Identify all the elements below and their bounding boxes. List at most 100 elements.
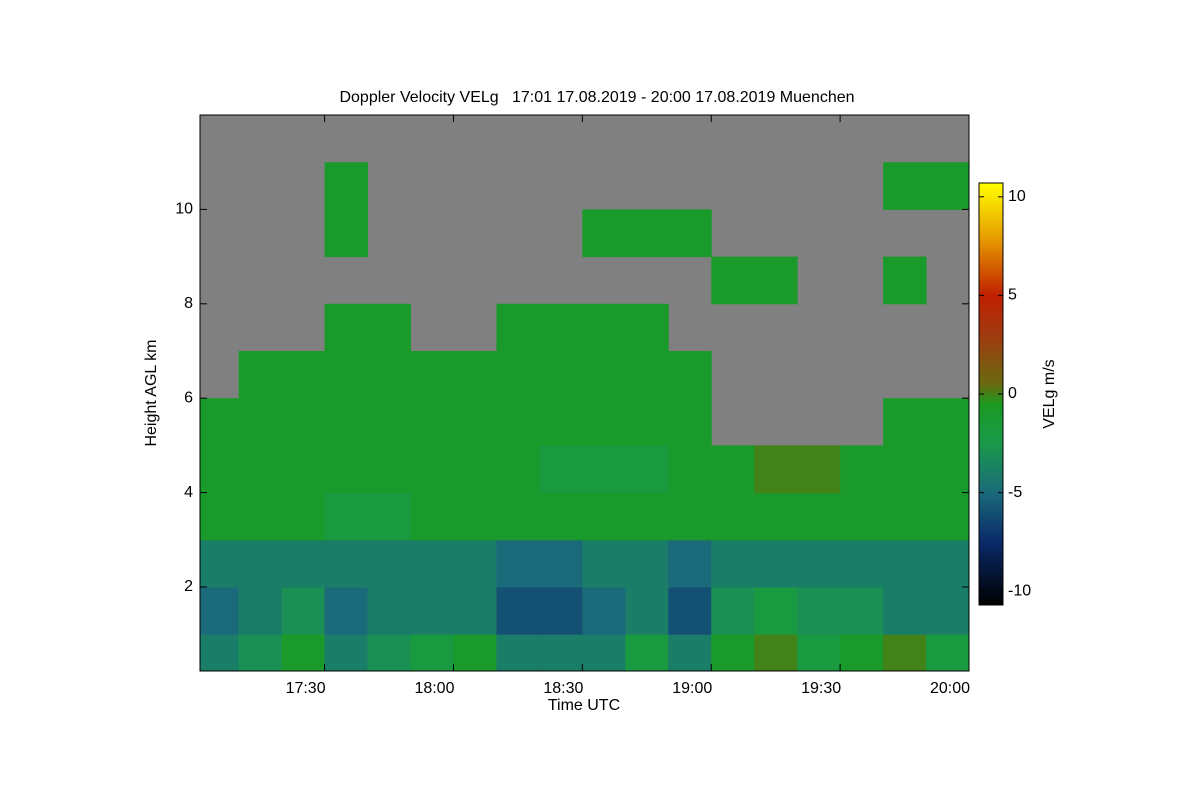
heatmap-cell	[625, 634, 669, 672]
heatmap-cell	[711, 634, 755, 672]
heatmap-cell	[281, 586, 326, 635]
heatmap-cell	[711, 586, 755, 635]
y-tick-label: 10	[175, 201, 193, 218]
heatmap-cell	[926, 586, 970, 635]
heatmap-cell	[797, 539, 841, 588]
heatmap-cell	[625, 539, 669, 588]
heatmap-cell	[539, 445, 583, 494]
heatmap-cell	[754, 634, 798, 672]
heatmap-cell	[367, 398, 412, 446]
heatmap-cell	[582, 445, 626, 494]
heatmap-cell	[496, 398, 540, 446]
y-tick-label: 6	[184, 389, 193, 406]
heatmap-cell	[496, 350, 540, 399]
heatmap-cell	[453, 539, 497, 588]
colorbar-label: VELg m/s	[1041, 359, 1058, 428]
heatmap-cell	[711, 256, 755, 305]
heatmap-cell	[410, 445, 454, 494]
heatmap-cell	[926, 162, 970, 210]
heatmap-cell	[324, 586, 369, 635]
heatmap-cell	[453, 350, 497, 399]
heatmap-cell	[625, 492, 669, 541]
heatmap-cell	[281, 492, 326, 541]
heatmap-cell	[625, 445, 669, 494]
x-tick-label: 17:30	[286, 680, 326, 697]
heatmap-cell	[410, 492, 454, 541]
heatmap-cell	[539, 303, 583, 352]
heatmap-cell	[453, 492, 497, 541]
heatmap-cell	[281, 634, 326, 672]
colorbar-tick-label: -10	[1008, 582, 1031, 599]
heatmap-cell	[324, 303, 369, 352]
heatmap-cell	[711, 539, 755, 588]
heatmap-cell	[453, 445, 497, 494]
heatmap-cell	[582, 303, 626, 352]
heatmap-cell	[582, 350, 626, 399]
heatmap-cell	[200, 634, 240, 672]
heatmap-cell	[883, 256, 927, 305]
heatmap-cell	[883, 539, 927, 588]
heatmap-cell	[582, 209, 626, 258]
heatmap-cell	[625, 586, 669, 635]
heatmap-cell	[200, 539, 240, 588]
heatmap-cell	[496, 492, 540, 541]
heatmap-cell	[200, 492, 240, 541]
heatmap-cell	[324, 209, 369, 258]
heatmap-cell	[754, 586, 798, 635]
heatmap-cell	[625, 350, 669, 399]
heatmap-cell	[668, 492, 712, 541]
heatmap-cell	[582, 492, 626, 541]
heatmap-cell	[797, 445, 841, 494]
heatmap-cell	[668, 398, 712, 446]
heatmap-cell	[200, 586, 240, 635]
heatmap-cell	[367, 303, 412, 352]
heatmap-cell	[496, 445, 540, 494]
heatmap-cell	[496, 586, 540, 635]
plot-frame	[199, 114, 970, 672]
heatmap-cell	[496, 634, 540, 672]
y-tick-label: 2	[184, 578, 193, 595]
heatmap-cell	[238, 398, 283, 446]
heatmap-cell	[625, 303, 669, 352]
heatmap-cell	[367, 350, 412, 399]
heatmap-cell	[410, 539, 454, 588]
heatmap-cell	[840, 492, 884, 541]
heatmap-cell	[410, 634, 454, 672]
heatmap-cell	[539, 539, 583, 588]
heatmap-cell	[840, 586, 884, 635]
heatmap-cell	[281, 445, 326, 494]
heatmap-cell	[238, 539, 283, 588]
heatmap-cell	[711, 492, 755, 541]
heatmap-cell	[324, 539, 369, 588]
heatmap-cell	[324, 492, 369, 541]
heatmap-cell	[668, 586, 712, 635]
heatmap-cell	[496, 303, 540, 352]
heatmap-cell	[840, 634, 884, 672]
colorbar-tick-label: 10	[1008, 188, 1026, 205]
heatmap-cell	[840, 539, 884, 588]
heatmap-cell	[367, 586, 412, 635]
heatmap-cell	[711, 445, 755, 494]
x-tick-label: 20:00	[930, 680, 970, 697]
heatmap-cell	[668, 539, 712, 588]
heatmap-cell	[582, 634, 626, 672]
heatmap-cell	[754, 492, 798, 541]
chart-title: Doppler Velocity VELg 17:01 17.08.2019 -…	[339, 89, 854, 106]
colorbar-tick-label: -5	[1008, 484, 1022, 501]
heatmap-cell	[883, 492, 927, 541]
heatmap-cell	[797, 492, 841, 541]
heatmap-cell	[200, 445, 240, 494]
heatmap-cell	[238, 350, 283, 399]
heatmap-cell	[840, 445, 884, 494]
heatmap-cell	[883, 445, 927, 494]
heatmap-cell	[367, 539, 412, 588]
heatmap-cell	[496, 539, 540, 588]
heatmap-cell	[926, 492, 970, 541]
heatmap-cell	[324, 634, 369, 672]
heatmap-cell	[200, 398, 240, 446]
heatmap-cell	[238, 586, 283, 635]
colorbar-tick-label: 5	[1008, 287, 1017, 304]
heatmap-cell	[625, 209, 669, 258]
heatmap-cell	[582, 398, 626, 446]
heatmap-cell	[453, 634, 497, 672]
